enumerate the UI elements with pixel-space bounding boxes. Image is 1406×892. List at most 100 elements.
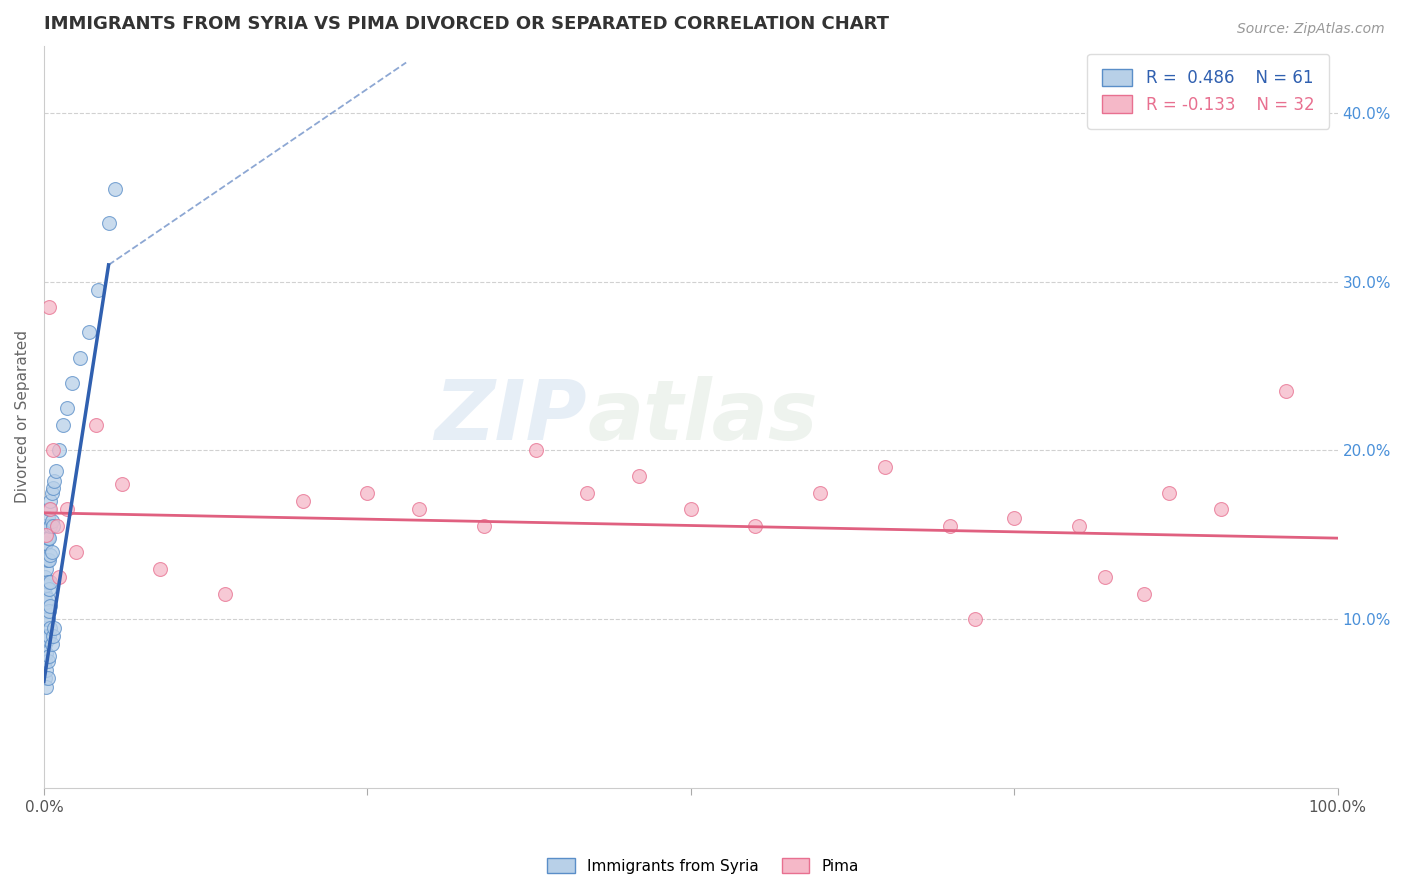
Point: [35, 578, 58, 592]
Point: [48, 443, 70, 458]
Point: [965, 612, 987, 626]
Point: [77, 326, 100, 340]
Point: [34, 553, 56, 567]
Text: IMMIGRANTS FROM SYRIA VS PIMA DIVORCED OR SEPARATED CORRELATION CHART: IMMIGRANTS FROM SYRIA VS PIMA DIVORCED O…: [44, 15, 889, 33]
Point: [41, 485, 63, 500]
Point: [42, 481, 65, 495]
Point: [38, 582, 60, 596]
Text: ZIP: ZIP: [434, 376, 588, 458]
Point: [41, 637, 63, 651]
Point: [45, 519, 67, 533]
Point: [35, 663, 58, 677]
Point: [35, 612, 58, 626]
Point: [744, 519, 766, 533]
Point: [52, 418, 75, 433]
Point: [39, 494, 62, 508]
Point: [356, 485, 378, 500]
Point: [873, 460, 896, 475]
Point: [48, 570, 70, 584]
Point: [37, 531, 59, 545]
Point: [44, 621, 66, 635]
Point: [1132, 587, 1154, 601]
Point: [627, 468, 650, 483]
Point: [38, 502, 60, 516]
Y-axis label: Divorced or Separated: Divorced or Separated: [15, 330, 30, 503]
Point: [35, 646, 58, 660]
Point: [149, 561, 172, 575]
Point: [35, 595, 58, 609]
Point: [42, 519, 65, 533]
Legend: R =  0.486    N = 61, R = -0.133    N = 32: R = 0.486 N = 61, R = -0.133 N = 32: [1087, 54, 1329, 128]
Point: [35, 536, 58, 550]
Point: [34, 570, 56, 584]
Point: [44, 474, 66, 488]
Point: [104, 182, 127, 196]
Point: [1275, 384, 1298, 399]
Point: [37, 654, 59, 668]
Point: [42, 629, 65, 643]
Point: [576, 485, 599, 500]
Point: [41, 514, 63, 528]
Point: [37, 574, 59, 589]
Point: [56, 401, 79, 416]
Point: [69, 351, 91, 365]
Text: Source: ZipAtlas.com: Source: ZipAtlas.com: [1237, 22, 1385, 37]
Point: [60, 376, 83, 390]
Point: [38, 531, 60, 545]
Point: [408, 502, 430, 516]
Point: [39, 519, 62, 533]
Point: [34, 654, 56, 668]
Point: [39, 599, 62, 613]
Point: [38, 604, 60, 618]
Legend: Immigrants from Syria, Pima: Immigrants from Syria, Pima: [541, 852, 865, 880]
Point: [42, 443, 65, 458]
Point: [35, 528, 58, 542]
Point: [1067, 519, 1090, 533]
Point: [35, 629, 58, 643]
Point: [37, 632, 59, 647]
Point: [34, 637, 56, 651]
Point: [808, 485, 831, 500]
Point: [87, 283, 110, 297]
Point: [37, 553, 59, 567]
Point: [34, 587, 56, 601]
Point: [39, 621, 62, 635]
Point: [1159, 485, 1181, 500]
Point: [37, 591, 59, 606]
Point: [37, 671, 59, 685]
Point: [37, 511, 59, 525]
Point: [679, 502, 702, 516]
Point: [1002, 511, 1025, 525]
Point: [38, 649, 60, 664]
Point: [1211, 502, 1233, 516]
Point: [84, 418, 107, 433]
Point: [38, 629, 60, 643]
Point: [472, 519, 495, 533]
Point: [291, 494, 314, 508]
Point: [34, 671, 56, 685]
Point: [524, 443, 547, 458]
Point: [1094, 570, 1116, 584]
Point: [39, 548, 62, 562]
Point: [35, 680, 58, 694]
Point: [34, 621, 56, 635]
Point: [34, 519, 56, 533]
Point: [56, 502, 79, 516]
Point: [37, 612, 59, 626]
Point: [938, 519, 960, 533]
Point: [38, 553, 60, 567]
Point: [65, 544, 87, 558]
Point: [110, 477, 132, 491]
Point: [97, 216, 120, 230]
Point: [35, 519, 58, 533]
Point: [38, 300, 60, 314]
Text: atlas: atlas: [588, 376, 818, 458]
Point: [34, 536, 56, 550]
Point: [39, 502, 62, 516]
Point: [41, 544, 63, 558]
Point: [35, 561, 58, 575]
Point: [44, 464, 66, 478]
Point: [214, 587, 236, 601]
Point: [39, 574, 62, 589]
Point: [34, 604, 56, 618]
